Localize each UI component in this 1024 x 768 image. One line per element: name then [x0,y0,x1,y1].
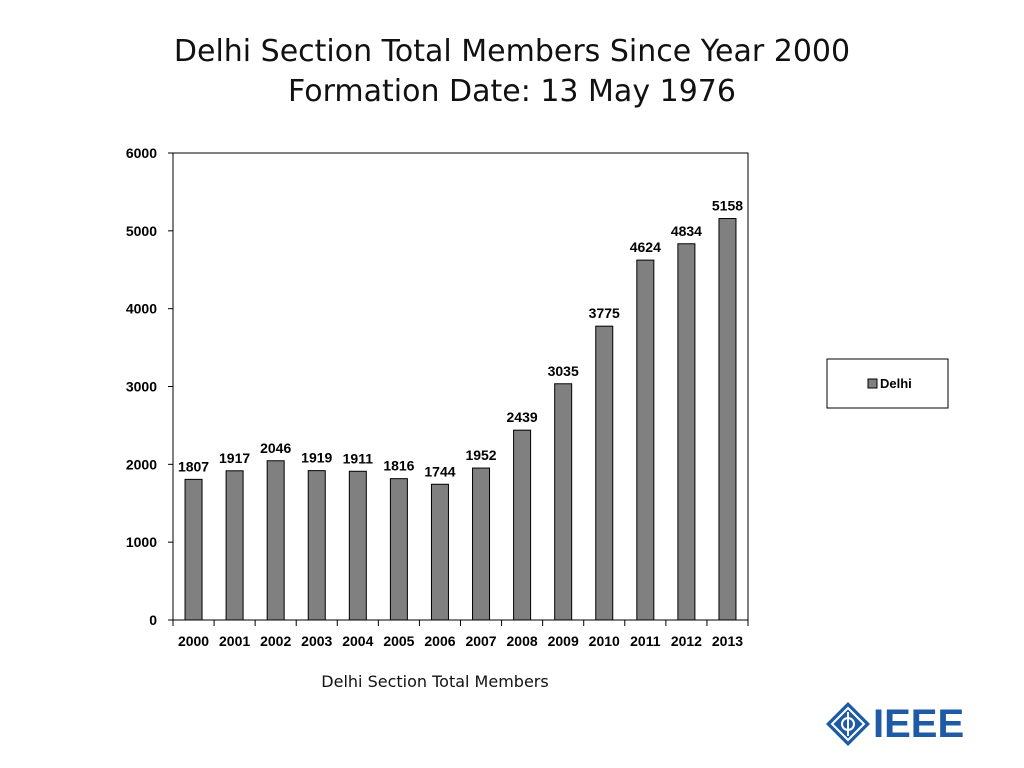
bar [554,383,573,621]
bar [184,478,203,621]
chart-caption: Delhi Section Total Members [321,672,549,691]
bar-value-label: 3035 [548,363,579,379]
bar [513,429,532,621]
bar-value-label: 1952 [465,447,496,463]
x-tick-label: 2006 [424,633,455,649]
bar-value-label: 1911 [343,450,374,466]
x-tick-label: 2013 [712,633,743,649]
bar [266,460,285,621]
title-line-2: Formation Date: 13 May 1976 [288,74,736,109]
x-tick-label: 2005 [383,633,414,649]
x-tick-label: 2011 [630,633,661,649]
x-tick-label: 2004 [342,633,373,649]
bar-value-label: 1917 [219,450,250,466]
y-tick-label: 0 [149,612,157,628]
x-tick-label: 2007 [465,633,496,649]
bar-value-label: 1744 [424,463,455,479]
slide-title: Delhi Section Total Members Since Year 2… [0,32,1024,112]
x-tick-label: 2003 [301,633,332,649]
bar-value-label: 5158 [712,198,743,214]
legend-label-delhi: Delhi [880,376,912,391]
ieee-diamond-logo-icon [826,702,870,746]
y-tick-label: 2000 [126,456,157,472]
x-tick-label: 2002 [260,633,291,649]
bar-value-label: 1807 [178,458,209,474]
x-tick-label: 2012 [671,633,702,649]
legend-swatch [867,378,878,389]
x-tick-label: 2009 [548,633,579,649]
bar [472,467,491,621]
bar [677,243,696,621]
bar-value-label: 4834 [671,223,702,239]
ieee-wordmark: IEEE [873,702,965,746]
bar [307,470,326,621]
bar-value-label: 4624 [630,239,661,255]
bar [430,483,449,621]
plot-area-frame [172,152,749,621]
bar [348,470,367,621]
bar [718,218,737,621]
bar [225,470,244,621]
y-tick-label: 3000 [126,379,157,395]
y-tick-label: 5000 [126,223,157,239]
title-line-1: Delhi Section Total Members Since Year 2… [173,34,851,69]
bar-value-label: 1816 [383,458,414,474]
x-tick-label: 2001 [219,633,250,649]
bar [595,325,614,621]
bar-value-label: 2046 [260,440,291,456]
bar-value-label: 2439 [507,409,538,425]
x-tick-label: 2008 [507,633,538,649]
x-tick-label: 2000 [178,633,209,649]
bar [389,478,408,621]
y-tick-label: 1000 [126,534,157,550]
legend-box [826,358,949,409]
ieee-logo: IEEE [826,700,976,748]
y-tick-label: 4000 [126,301,157,317]
bar-value-label: 3775 [589,305,620,321]
x-tick-label: 2010 [589,633,620,649]
bar-value-label: 1919 [301,450,332,466]
bar [636,259,655,621]
y-tick-label: 6000 [126,145,157,161]
